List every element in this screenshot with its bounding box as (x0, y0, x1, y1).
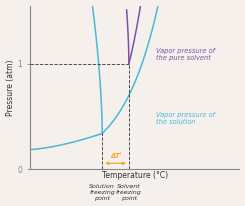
Text: Vapor pressure of
the solution: Vapor pressure of the solution (156, 112, 215, 125)
Text: Vapor pressure of
the pure solvent: Vapor pressure of the pure solvent (156, 48, 215, 61)
Y-axis label: Pressure (atm): Pressure (atm) (6, 59, 14, 116)
Text: Solvent
freezing
point: Solvent freezing point (116, 184, 142, 201)
Text: Solution
freezing
point: Solution freezing point (89, 184, 115, 201)
Text: ΔTⁱ: ΔTⁱ (110, 153, 121, 159)
X-axis label: Temperature (°C): Temperature (°C) (102, 171, 168, 179)
